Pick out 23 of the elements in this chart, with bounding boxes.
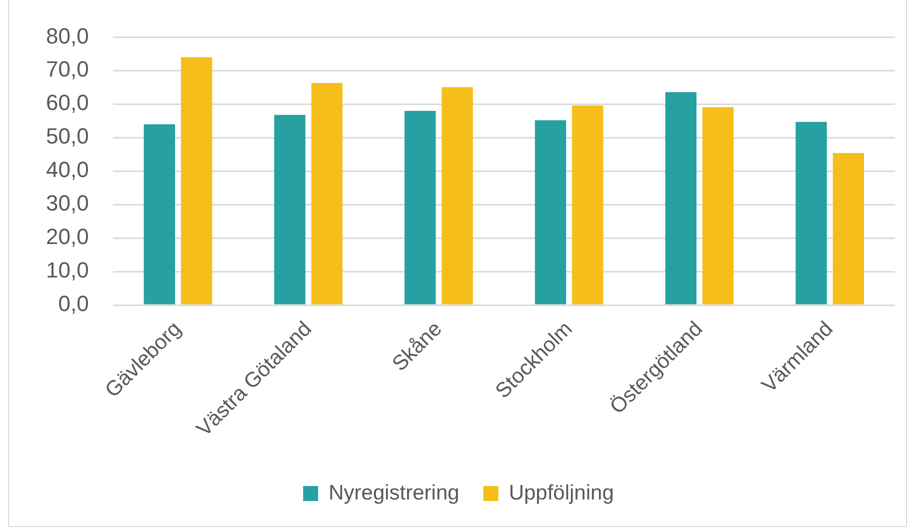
bar bbox=[180, 57, 212, 304]
bar bbox=[442, 87, 473, 304]
bar bbox=[311, 83, 343, 304]
bar bbox=[144, 124, 176, 304]
bar bbox=[572, 105, 604, 304]
y-tick-label: 50,0 bbox=[46, 124, 89, 149]
legend-label: Nyregistrering bbox=[328, 481, 460, 504]
y-tick-label: 0,0 bbox=[58, 291, 89, 316]
y-tick-label: 40,0 bbox=[46, 157, 89, 182]
bar bbox=[832, 153, 864, 304]
bar bbox=[665, 92, 696, 304]
y-tick-label: 80,0 bbox=[46, 23, 89, 48]
y-tick-label: 70,0 bbox=[46, 56, 89, 82]
y-tick-label: 30,0 bbox=[46, 190, 89, 216]
bar bbox=[534, 120, 566, 304]
bar bbox=[404, 110, 436, 304]
y-tick-label: 10,0 bbox=[46, 258, 89, 283]
bar bbox=[702, 107, 734, 304]
legend-label: Uppföljning bbox=[508, 481, 614, 504]
y-tick-label: 20,0 bbox=[46, 224, 89, 250]
bar bbox=[274, 114, 306, 304]
bar bbox=[796, 122, 827, 304]
y-tick-label: 60,0 bbox=[46, 90, 89, 116]
